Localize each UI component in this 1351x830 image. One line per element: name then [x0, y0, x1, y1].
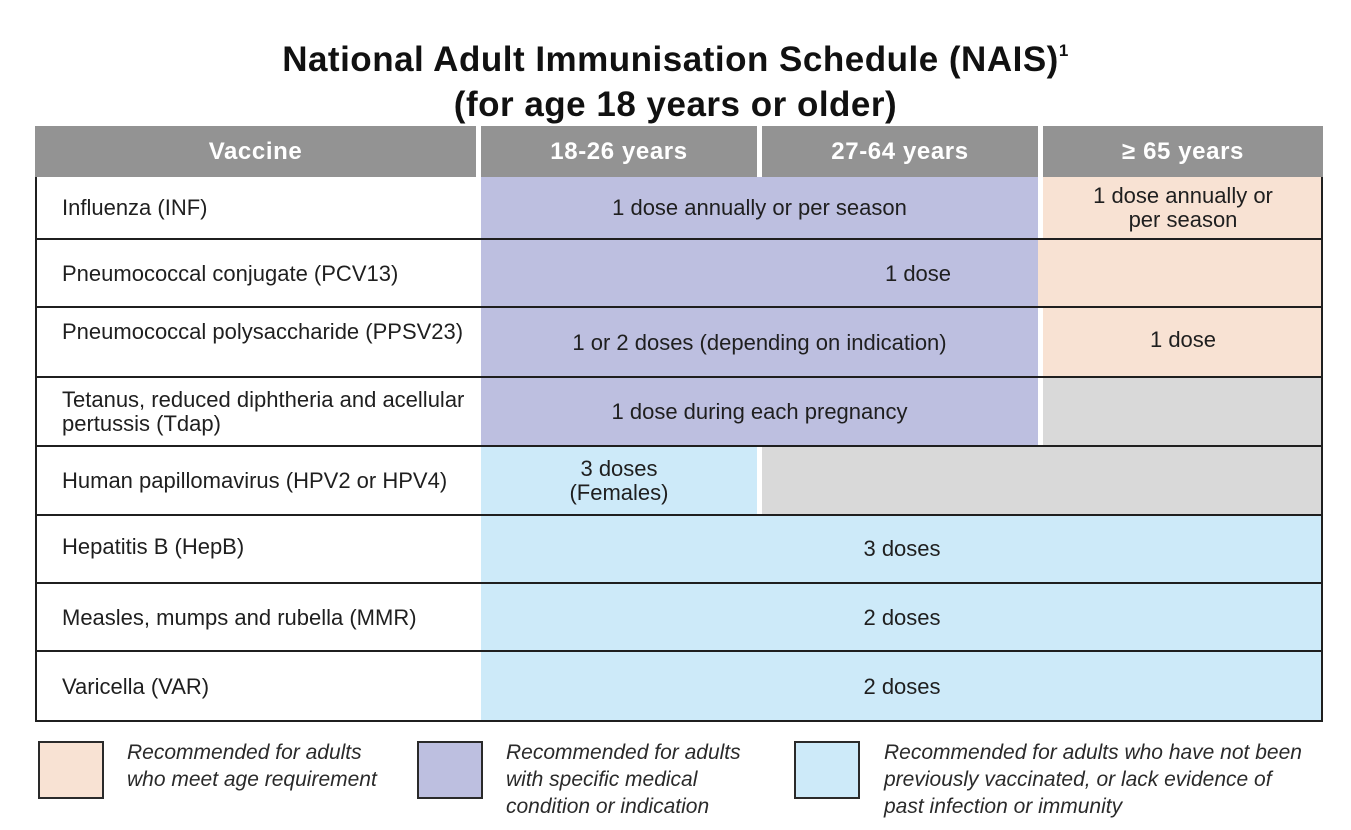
title-footnote: 1	[1058, 41, 1069, 60]
schedule-influenza-18-64: 1 dose annually or per season	[481, 177, 1038, 239]
table-left-border	[35, 177, 37, 652]
row-divider	[35, 514, 1323, 516]
title-line-1: National Adult Immunisation Schedule (NA…	[282, 40, 1059, 79]
legend-swatch-not-vaccinated	[794, 741, 860, 799]
row-divider	[35, 445, 1323, 447]
schedule-pcv13-65-plus-bg	[1038, 239, 1323, 308]
legend-swatch-medical-indication	[417, 741, 483, 799]
schedule-ppsv23-18-64: 1 or 2 doses (depending on indication)	[481, 308, 1038, 377]
schedule-hpv-27-plus	[762, 446, 1323, 515]
legend-swatch-age-requirement	[38, 741, 104, 799]
vaccine-varicella: Varicella (VAR)	[62, 673, 210, 699]
title-line-2: (for age 18 years or older)	[453, 85, 898, 124]
vaccine-influenza: Influenza (INF)	[62, 195, 208, 220]
schedule-hepb: 3 doses	[481, 515, 1323, 583]
vaccine-hpv: Human papillomavirus (HPV2 or HPV4)	[62, 467, 448, 493]
schedule-mmr: 2 doses	[481, 583, 1323, 652]
vaccine-tdap: Tetanus, reduced diphtheria and acellula…	[62, 386, 465, 436]
legend-text-age-requirement: Recommended for adults who meet age requ…	[127, 741, 377, 791]
header-18-26: 18-26 years	[481, 126, 757, 177]
schedule-tdap-65-plus	[1043, 377, 1323, 446]
row-divider	[35, 376, 1323, 378]
page-title: National Adult Immunisation Schedule (NA…	[0, 28, 1351, 127]
schedule-varicella: 2 doses	[481, 652, 1323, 721]
row-divider	[35, 582, 1323, 584]
vaccine-pcv13: Pneumococcal conjugate (PCV13)	[62, 260, 399, 286]
header-65-plus: ≥ 65 years	[1043, 126, 1323, 177]
schedule-hpv-18-26: 3 doses (Females)	[481, 446, 757, 515]
schedule-pcv13-label: 1 dose	[884, 260, 952, 286]
row-divider	[35, 238, 1323, 240]
legend-text-medical-indication: Recommended for adults with specific med…	[506, 741, 741, 818]
legend-text-not-vaccinated: Recommended for adults who have not been…	[884, 741, 1302, 818]
vaccine-hepb: Hepatitis B (HepB)	[62, 534, 245, 559]
varicella-row-outline	[35, 650, 1323, 722]
schedule-ppsv23-65-plus: 1 dose	[1043, 308, 1323, 377]
table-right-border	[1321, 177, 1323, 652]
schedule-tdap-18-64: 1 dose during each pregnancy	[481, 377, 1038, 446]
schedule-pcv13-18-64-bg	[481, 239, 1038, 308]
vaccine-mmr: Measles, mumps and rubella (MMR)	[62, 604, 417, 630]
header-27-64: 27-64 years	[762, 126, 1038, 177]
schedule-pcv13: 1 dose	[481, 239, 1323, 308]
schedule-influenza-65-plus: 1 dose annually or per season	[1043, 177, 1323, 239]
row-divider	[35, 306, 1323, 308]
vaccine-ppsv23: Pneumococcal polysaccharide (PPSV23)	[62, 319, 464, 344]
header-vaccine: Vaccine	[35, 126, 476, 177]
